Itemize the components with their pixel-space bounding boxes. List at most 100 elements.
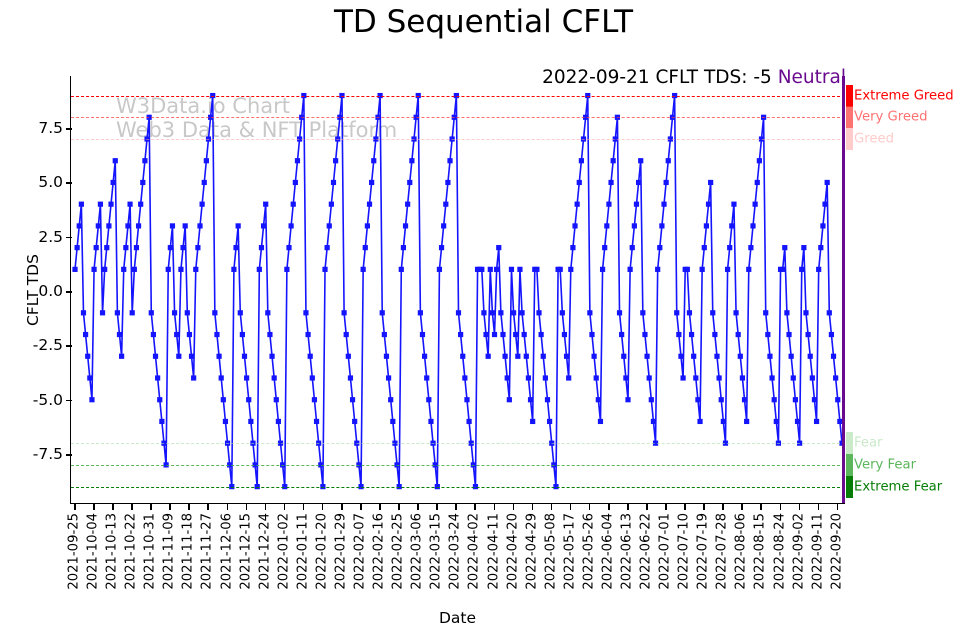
series-marker — [515, 353, 521, 359]
series-marker — [782, 245, 788, 251]
series-marker — [599, 266, 606, 272]
x-axis-tick-label: 2022-07-19 — [695, 513, 711, 590]
series-marker — [167, 245, 173, 251]
series-marker — [691, 353, 697, 359]
x-axis-tick — [474, 504, 477, 510]
series-marker — [447, 158, 453, 164]
x-axis-tick — [245, 504, 248, 510]
series-marker — [729, 223, 735, 229]
series-marker — [174, 331, 180, 338]
series-marker — [710, 310, 716, 316]
series-marker — [290, 201, 296, 207]
x-axis-ticks: 2021-09-25 2021-10-04 2021-10-13 2021-10-22… — [67, 504, 845, 624]
series-marker — [352, 418, 358, 425]
series-marker — [557, 266, 563, 272]
series-marker — [508, 266, 515, 272]
series-marker — [438, 245, 445, 251]
series-marker — [803, 310, 809, 316]
series-marker — [99, 310, 106, 316]
series-marker — [697, 418, 703, 425]
y-axis-tick-label: -7.5 — [32, 445, 63, 464]
x-axis-tick — [512, 504, 515, 510]
series-marker — [822, 201, 828, 207]
series-marker — [390, 418, 396, 425]
y-axis-tick — [65, 454, 72, 456]
series-marker — [379, 310, 385, 316]
zone-label-fear: Fear — [854, 435, 883, 451]
series-marker — [165, 266, 171, 272]
series-marker — [504, 375, 510, 381]
series-marker — [248, 418, 254, 425]
zone-swatch — [846, 84, 853, 107]
series-marker — [193, 266, 199, 272]
x-axis-tick-label: 2022-03-15 — [428, 513, 444, 590]
series-marker — [699, 266, 705, 272]
x-axis-tick — [283, 504, 286, 510]
series-marker — [773, 418, 779, 425]
series-marker — [110, 179, 116, 186]
y-axis-tick — [65, 291, 72, 293]
series-marker — [525, 375, 532, 381]
series-marker — [538, 331, 544, 338]
series-marker — [155, 375, 161, 381]
series-marker — [625, 397, 631, 403]
series-marker — [718, 397, 724, 403]
series-marker — [786, 331, 792, 338]
x-axis-tick — [646, 504, 648, 510]
series-marker — [212, 310, 218, 316]
x-axis-tick-label: 2022-06-13 — [619, 513, 635, 590]
series-marker — [464, 397, 470, 403]
series-marker — [131, 266, 137, 272]
x-axis-tick — [93, 504, 95, 510]
y-axis-tick-label: 2.5 — [38, 227, 63, 246]
series-marker — [169, 223, 176, 229]
series-marker — [142, 158, 148, 164]
x-axis-tick-label: 2021-10-31 — [142, 513, 158, 590]
series-marker — [510, 310, 517, 316]
series-marker — [347, 375, 354, 381]
series-marker — [593, 375, 599, 381]
x-axis-tick-label: 2022-07-01 — [657, 513, 673, 590]
threshold-line-fear — [71, 443, 845, 445]
series-marker — [97, 201, 104, 207]
series-marker — [417, 310, 423, 316]
series-marker — [150, 331, 156, 338]
x-axis-tick — [302, 504, 305, 510]
series-marker — [769, 375, 775, 381]
series-marker — [80, 310, 87, 316]
series-marker — [500, 331, 506, 338]
series-marker — [152, 353, 159, 359]
series-marker — [436, 266, 443, 272]
series-marker — [563, 353, 570, 359]
series-marker — [362, 245, 368, 251]
series-marker — [744, 418, 750, 425]
series-marker — [402, 223, 409, 229]
series-marker — [574, 201, 580, 207]
x-axis-tick-label: 2022-01-20 — [314, 513, 330, 590]
series-marker — [674, 310, 680, 316]
series-marker — [491, 331, 498, 338]
series-marker — [587, 310, 593, 316]
series-marker — [540, 353, 546, 359]
x-axis-tick-label: 2022-05-17 — [562, 513, 578, 590]
series-marker — [479, 266, 485, 272]
series-marker — [724, 266, 731, 272]
series-marker — [460, 353, 466, 359]
series-marker — [835, 397, 841, 403]
x-axis-tick — [836, 504, 839, 510]
x-axis-tick — [741, 504, 743, 510]
series-marker — [523, 353, 529, 359]
series-marker — [201, 179, 207, 186]
series-marker — [638, 158, 644, 164]
y-axis-tick-label: 5.0 — [38, 173, 63, 192]
series-marker — [178, 266, 184, 272]
series-marker — [364, 223, 370, 229]
x-axis-tick — [779, 504, 782, 510]
series-marker — [91, 266, 97, 272]
series-marker — [275, 418, 281, 425]
series-marker — [455, 310, 462, 316]
series-marker — [623, 375, 629, 381]
series-marker — [809, 375, 815, 381]
x-axis-tick — [607, 504, 610, 510]
